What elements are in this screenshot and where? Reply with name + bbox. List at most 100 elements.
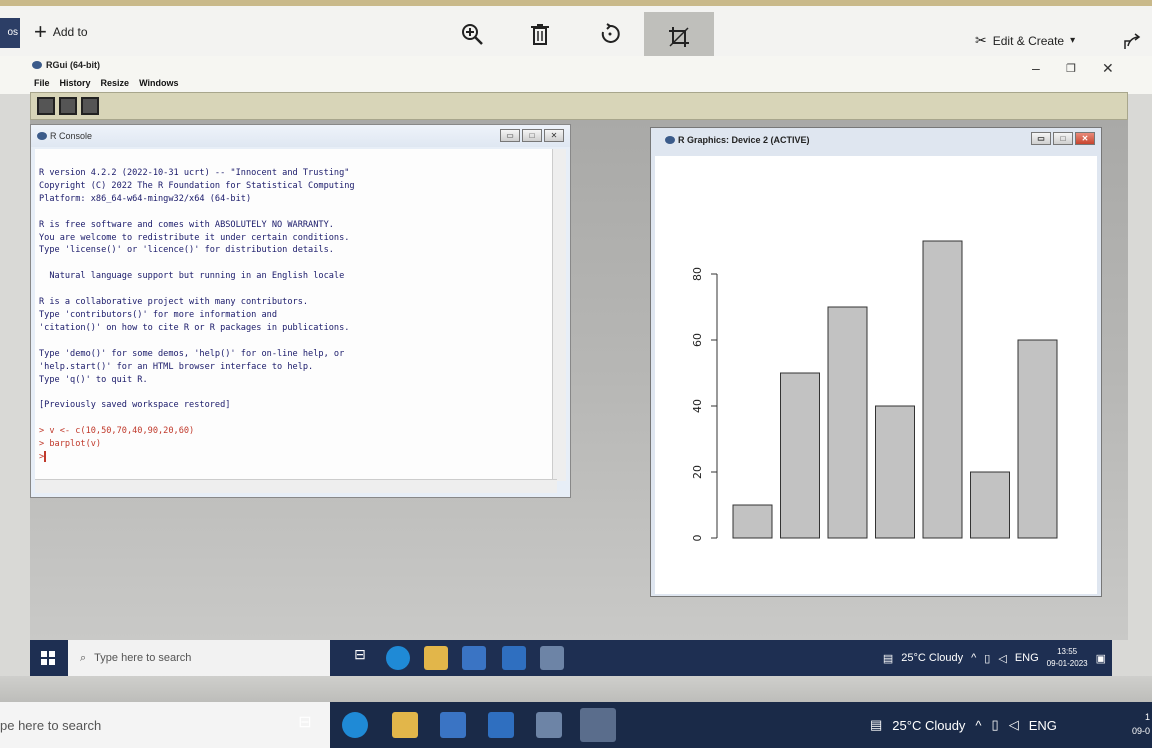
delete-button[interactable]	[522, 16, 558, 52]
console-cursor	[44, 450, 47, 462]
taskbar-search[interactable]: ⌕ Type here to search	[68, 640, 330, 676]
weather-text[interactable]: 25°C Cloudy	[901, 652, 964, 664]
inner-taskbar: ⌕ Type here to search ⊟ ▤ 25°C Cloudy ^ …	[30, 640, 1112, 676]
console-line: 'help.start()' for an HTML browser inter…	[39, 361, 314, 372]
outer-clock-time: 1	[1144, 712, 1150, 722]
console-line: You are welcome to redistribute it under…	[39, 232, 350, 243]
console-output[interactable]: R version 4.2.2 (2022-10-31 ucrt) -- "In…	[35, 149, 557, 481]
outer-clock-date: 09-0	[1131, 726, 1150, 736]
edge-icon[interactable]	[386, 646, 410, 670]
y-tick-label: 80	[691, 267, 704, 281]
console-vertical-scrollbar[interactable]	[552, 149, 566, 481]
graphics-titlebar: R Graphics: Device 2 (ACTIVE) ▭ □ ✕	[651, 128, 1101, 152]
task-view-icon[interactable]: ⊟	[354, 646, 366, 662]
bar	[780, 372, 820, 539]
bar	[922, 240, 963, 539]
r-console-window: R Console ▭ □ ✕ R version 4.2.2 (2022-10…	[30, 124, 571, 498]
rotate-button[interactable]	[592, 16, 628, 52]
clock-time: 13:55	[1057, 647, 1078, 656]
console-line: [Previously saved workspace restored]	[39, 400, 231, 411]
outer-weather-icon: ▤	[870, 717, 883, 732]
zoom-in-icon	[462, 24, 483, 45]
outer-task-view-icon[interactable]: ⊟	[298, 714, 312, 731]
menu-history[interactable]: History	[59, 78, 91, 88]
bar	[732, 504, 773, 539]
chevron-up-icon[interactable]: ^	[971, 652, 977, 664]
console-line: R is free software and comes with ABSOLU…	[39, 219, 334, 230]
chevron-down-icon: ▾	[1070, 35, 1076, 46]
search-icon: ⌕	[80, 651, 87, 664]
rgui-title: RGui (64-bit)	[32, 60, 100, 70]
restore-icon[interactable]: ❐	[1066, 63, 1076, 75]
outer-chevron-up-icon[interactable]: ^	[975, 717, 982, 733]
weather-icon: ▤	[882, 652, 894, 665]
outer-taskbar: pe here to search ⊟ ▤ 25°C Cloudy ^ ▯ ◁ …	[0, 702, 1152, 748]
outer-weather-text[interactable]: 25°C Cloudy	[892, 717, 966, 733]
outer-mail-icon[interactable]	[488, 712, 514, 738]
network-icon[interactable]: ▯	[984, 652, 991, 665]
crop-button[interactable]	[644, 12, 714, 62]
notification-icon[interactable]: ▣	[1095, 652, 1106, 665]
save-workspace-icon[interactable]	[81, 97, 99, 115]
console-line: Type 'demo()' for some demos, 'help()' f…	[39, 348, 345, 359]
clock[interactable]: 13:55 09-01-2023	[1047, 646, 1088, 670]
outer-language-indicator[interactable]: ENG	[1028, 717, 1057, 733]
search-placeholder: Type here to search	[94, 652, 192, 664]
r-logo-icon	[32, 61, 42, 69]
add-to-button[interactable]: + Add to	[34, 20, 88, 44]
console-line	[39, 335, 557, 348]
bar	[875, 405, 915, 539]
bar	[827, 306, 868, 539]
open-script-icon[interactable]	[37, 97, 55, 115]
minimize-icon[interactable]: –	[1032, 60, 1040, 76]
rotate-icon	[601, 23, 620, 43]
menu-windows[interactable]: Windows	[139, 78, 179, 88]
console-maximize-button[interactable]: □	[522, 129, 542, 142]
menu-resize[interactable]: Resize	[100, 78, 130, 88]
rgui-menu-bar: File History Resize Windows	[34, 78, 178, 88]
graphics-minimize-button[interactable]: ▭	[1031, 132, 1051, 145]
outer-store-icon[interactable]	[440, 712, 466, 738]
console-command-line: > v <- c(10,50,70,40,90,20,60)	[39, 426, 195, 437]
start-button[interactable]	[30, 640, 66, 676]
y-tick-label: 40	[691, 399, 704, 413]
photos-toolbar: os + Add to ✂ Edit & Create ▾	[0, 0, 1152, 62]
barplot-chart: 0 20 40 60 80	[691, 240, 1058, 542]
menu-file[interactable]: File	[34, 78, 50, 88]
graphics-title: R Graphics: Device 2 (ACTIVE)	[678, 135, 810, 145]
outer-rgui-icon[interactable]	[536, 712, 562, 738]
share-button[interactable]	[1122, 32, 1142, 52]
volume-icon[interactable]: ◁	[998, 652, 1007, 665]
outer-network-icon[interactable]: ▯	[991, 717, 999, 732]
outer-search-box[interactable]: pe here to search	[0, 702, 330, 748]
outer-edge-icon[interactable]	[342, 712, 368, 738]
outer-file-explorer-icon[interactable]	[392, 712, 418, 738]
edit-create-button[interactable]: ✂ Edit & Create ▾	[975, 32, 1075, 49]
console-line	[39, 283, 557, 296]
console-line	[39, 412, 557, 425]
load-workspace-icon[interactable]	[59, 97, 77, 115]
console-line: R is a collaborative project with many c…	[39, 297, 309, 308]
outer-system-tray: ▤ 25°C Cloudy ^ ▯ ◁ ENG	[870, 702, 1057, 748]
language-indicator[interactable]: ENG	[1014, 652, 1039, 664]
rgui-toolbar	[30, 92, 1128, 120]
outer-photos-icon[interactable]	[580, 708, 616, 742]
trash-icon	[531, 24, 549, 45]
graphics-canvas: 0 20 40 60 80	[655, 156, 1097, 594]
store-icon[interactable]	[462, 646, 486, 670]
close-icon[interactable]: ✕	[1102, 60, 1114, 76]
console-close-button[interactable]: ✕	[544, 129, 564, 142]
rgui-taskbar-icon[interactable]	[540, 646, 564, 670]
console-line: R version 4.2.2 (2022-10-31 ucrt) -- "In…	[39, 168, 350, 178]
file-explorer-icon[interactable]	[424, 646, 448, 670]
graphics-close-button[interactable]: ✕	[1075, 132, 1095, 145]
zoom-in-button[interactable]	[454, 16, 490, 52]
outer-search-placeholder: pe here to search	[0, 717, 102, 733]
outer-volume-icon[interactable]: ◁	[1008, 717, 1019, 732]
console-horizontal-scrollbar[interactable]	[35, 479, 557, 493]
windows-logo-icon	[41, 651, 55, 665]
mail-icon[interactable]	[502, 646, 526, 670]
plus-icon: +	[34, 19, 47, 44]
graphics-maximize-button[interactable]: □	[1053, 132, 1073, 145]
console-minimize-button[interactable]: ▭	[500, 129, 520, 142]
